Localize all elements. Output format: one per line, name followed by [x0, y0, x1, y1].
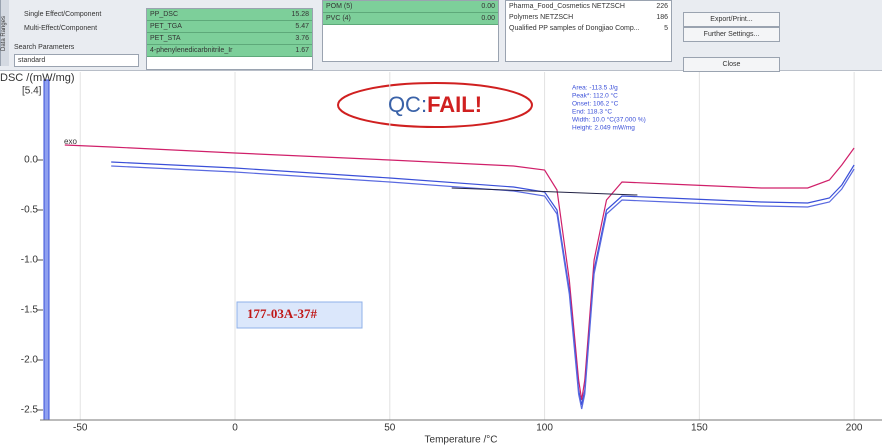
- result-list: PP_DSC 15.28 PET_TGA 5.47 PET_STA 3.76 4-pheny…: [146, 8, 313, 70]
- library-list: Pharma_Food_Cosmetics NETZSCH 226 Polymers…: [505, 0, 672, 62]
- button[interactable]: Close: [683, 57, 780, 72]
- qc-status: QC:FAIL!: [388, 92, 482, 117]
- item-name: Pharma_Food_Cosmetics NETZSCH: [509, 3, 625, 10]
- list-row[interactable]: PP_DSC 15.28: [147, 9, 312, 21]
- sample-id: 177-03A-37#: [247, 306, 318, 321]
- button[interactable]: Export/Print...: [683, 12, 780, 27]
- score: 5.47: [295, 23, 309, 30]
- curve: [451, 187, 638, 196]
- score: 186: [656, 14, 668, 21]
- peak-annotation: Width: 10.0 °C(37.000 %): [572, 116, 646, 124]
- search-select[interactable]: standard: [14, 54, 139, 67]
- y-axis-title: DSC /(mW/mg): [0, 72, 75, 84]
- item-name: Qualified PP samples of Dongjiao Comp...: [509, 25, 640, 32]
- search-label: Search Parameters: [14, 44, 75, 51]
- y-tick-label: -1.5: [21, 305, 39, 316]
- chart: -50 0 50 100 150 200 0.0 -0.5 -1.0 -1.5 -2.0 -2.5 Te…: [0, 72, 882, 446]
- plot-area: [64, 144, 855, 410]
- x-axis-title: Temperature /°C: [425, 435, 498, 446]
- x-tick-label: 50: [384, 423, 396, 434]
- qc-result: FAIL!: [427, 92, 482, 117]
- score: 5: [664, 25, 668, 32]
- list-row[interactable]: 4-phenylenedicarbnitrile_Ir 1.67: [147, 45, 312, 57]
- x-tick-label: 150: [691, 423, 708, 434]
- search-panel: Data Ranges Single Effect/Component Multi…: [0, 0, 882, 72]
- peak-annotation: Peak*: 112.0 °C: [572, 92, 618, 100]
- peak-annotation: Height: 2.049 mW/mg: [572, 125, 635, 132]
- curve: [111, 161, 855, 406]
- score: 1.67: [295, 47, 309, 54]
- list-row[interactable]: POM (5) 0.00: [323, 1, 498, 13]
- score: 3.76: [295, 35, 309, 42]
- peak-annotation: Onset: 106.2 °C: [572, 100, 619, 108]
- item-name: PET_STA: [150, 35, 181, 42]
- side-tab[interactable]: Data Ranges: [0, 0, 9, 66]
- x-tick-label: 200: [846, 423, 863, 434]
- button[interactable]: Further Settings...: [683, 27, 780, 42]
- score: 226: [656, 3, 668, 10]
- sample-box: [236, 301, 363, 329]
- y-tick-label: -1.0: [21, 255, 39, 266]
- x-tick-label: 0: [232, 423, 238, 434]
- curve: [111, 165, 855, 410]
- score: 0.00: [481, 15, 495, 22]
- item-name: 4-phenylenedicarbnitrile_Ir: [150, 47, 233, 54]
- score: 15.28: [291, 11, 309, 18]
- exo-label: exo: [64, 137, 77, 146]
- item-name: PET_TGA: [150, 23, 182, 30]
- radio-option[interactable]: Single Effect/Component: [24, 11, 102, 18]
- curve: [64, 144, 855, 401]
- list-row[interactable]: PET_TGA 5.47: [147, 21, 312, 33]
- highlight: [337, 82, 533, 128]
- y-tick-label: -0.5: [21, 205, 39, 216]
- peak-annotation: Area: -113.5 J/g: [572, 85, 618, 92]
- list-row[interactable]: Pharma_Food_Cosmetics NETZSCH 226: [506, 1, 671, 12]
- peak-annotation: End: 118.3 °C: [572, 108, 612, 116]
- selection-bar: [43, 79, 50, 421]
- x-tick-label: -50: [73, 423, 88, 434]
- list-row[interactable]: PVC (4) 0.00: [323, 13, 498, 25]
- item-name: POM (5): [326, 3, 353, 10]
- y-tick-label: -2.5: [21, 405, 39, 416]
- item-name: Polymers NETZSCH: [509, 14, 574, 21]
- list-row[interactable]: PET_STA 3.76: [147, 33, 312, 45]
- list-row[interactable]: Polymers NETZSCH 186: [506, 12, 671, 23]
- score: 0.00: [481, 3, 495, 10]
- y-marker: [5.4]: [22, 86, 42, 97]
- y-tick-label: -2.0: [21, 355, 39, 366]
- item-name: PP_DSC: [150, 11, 179, 18]
- result-list: POM (5) 0.00 PVC (4) 0.00: [322, 0, 499, 62]
- radio-option[interactable]: Multi-Effect/Component: [24, 25, 98, 32]
- qc-prefix: QC:: [388, 92, 427, 117]
- item-name: PVC (4): [326, 15, 351, 22]
- x-tick-label: 100: [536, 423, 553, 434]
- list-row[interactable]: Qualified PP samples of Dongjiao Comp...…: [506, 23, 671, 34]
- y-tick-label: 0.0: [24, 155, 38, 166]
